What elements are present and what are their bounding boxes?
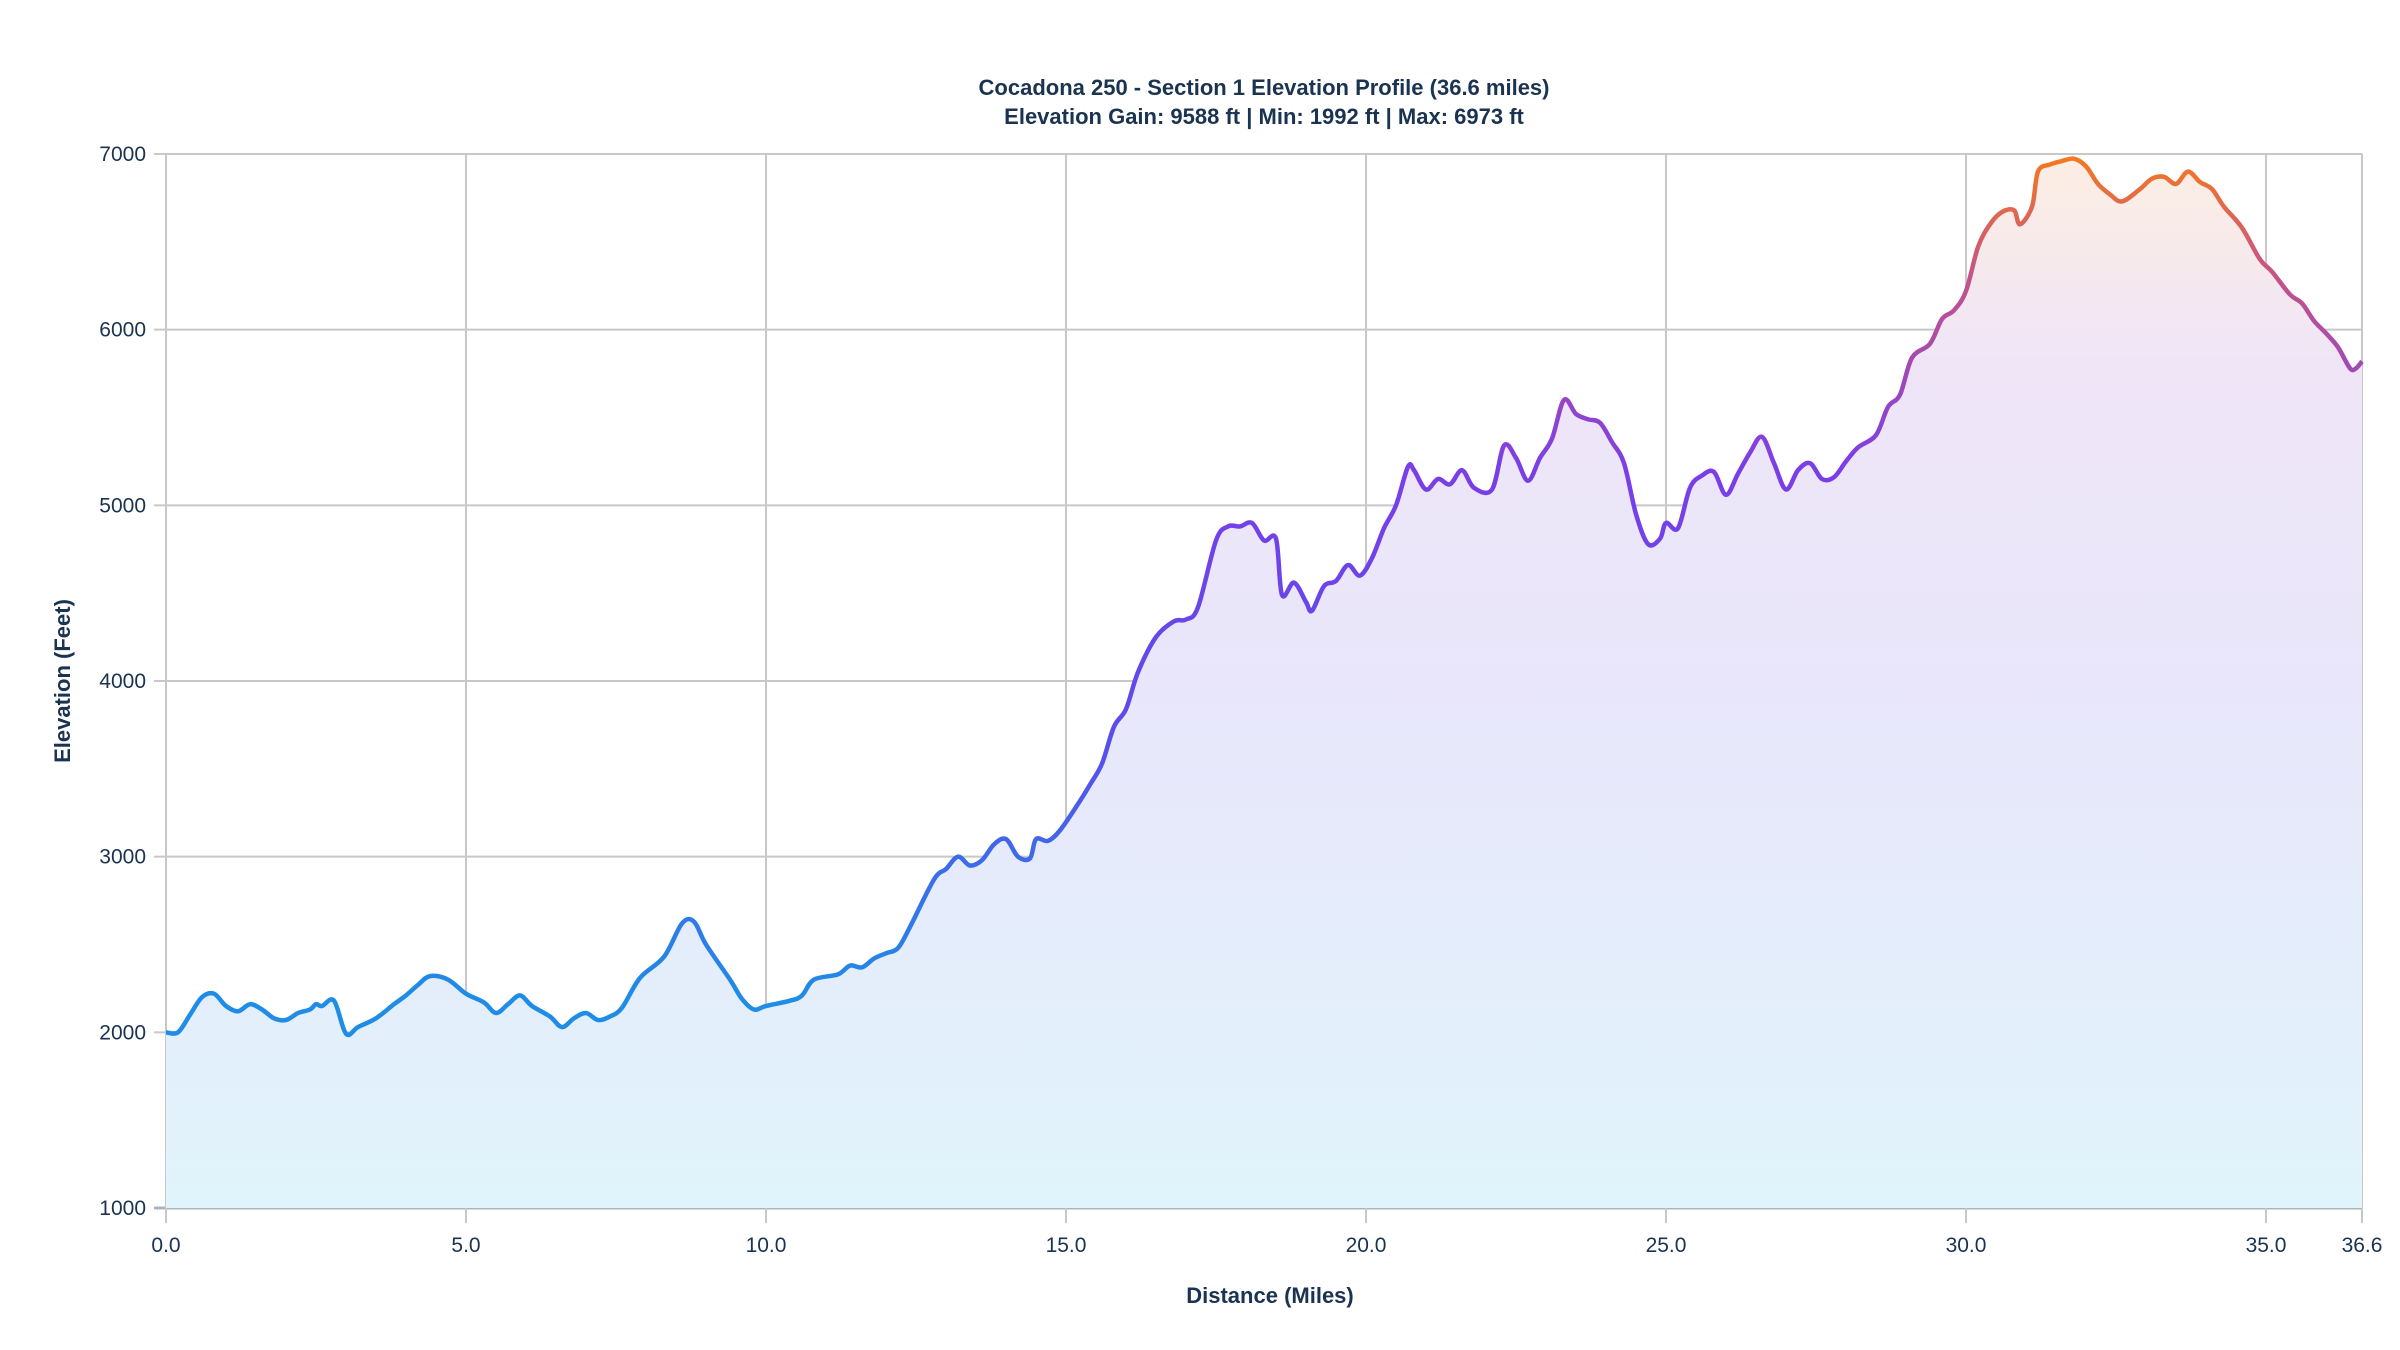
x-tick-label: 35.0 — [2246, 1234, 2287, 1257]
y-tick-label: 3000 — [99, 846, 146, 869]
axis-ticks: 1000 2000 3000 4000 5000 6000 7000 0.0 5.0 10.0 15… — [99, 143, 2382, 1257]
x-tick-label: 25.0 — [1646, 1234, 1687, 1257]
x-tick-label: 30.0 — [1946, 1234, 1987, 1257]
x-tick-label: 20.0 — [1346, 1234, 1387, 1257]
y-tick-label: 4000 — [99, 670, 146, 693]
chart-subtitle: Elevation Gain: 9588 ft | Min: 1992 ft |… — [1004, 104, 1524, 129]
x-axis-label: Distance (Miles) — [1186, 1283, 1354, 1308]
y-tick-label: 7000 — [99, 143, 146, 166]
y-tick-label: 1000 — [99, 1197, 146, 1220]
y-tick-label: 2000 — [99, 1021, 146, 1044]
elevation-area-fill — [166, 158, 2362, 1209]
y-tick-label: 5000 — [99, 494, 146, 517]
elevation-line — [165, 156, 2364, 1038]
x-tick-label: 5.0 — [451, 1234, 480, 1257]
y-axis-label: Elevation (Feet) — [50, 599, 75, 763]
x-tick-label: 15.0 — [1046, 1234, 1087, 1257]
x-tick-label: 36.6 — [2342, 1234, 2383, 1257]
y-tick-label: 6000 — [99, 319, 146, 342]
chart-title: Cocadona 250 - Section 1 Elevation Profi… — [979, 75, 1550, 100]
x-tick-label: 10.0 — [746, 1234, 787, 1257]
x-tick-label: 0.0 — [151, 1234, 180, 1257]
